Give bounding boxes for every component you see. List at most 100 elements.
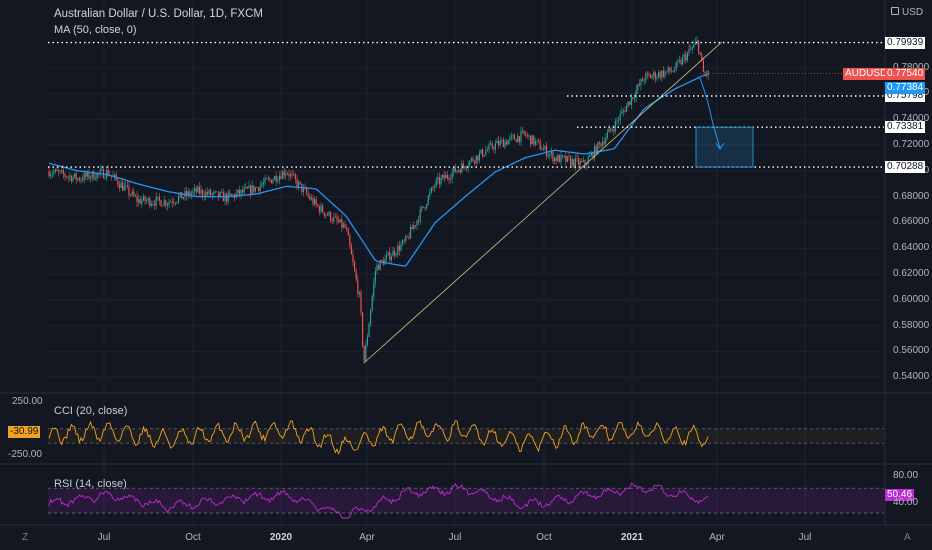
candle-body	[538, 140, 540, 142]
candle-body	[485, 150, 487, 156]
candle-body	[312, 197, 314, 205]
rsi-legend[interactable]: RSI (14, close)	[54, 478, 127, 490]
candle-body	[453, 167, 455, 173]
auto-scale-button[interactable]: A	[904, 532, 911, 543]
candle-body	[170, 201, 172, 203]
candle-body	[522, 130, 524, 132]
candle-body	[582, 160, 584, 162]
candle-body	[429, 192, 431, 197]
candle-body	[430, 187, 432, 193]
time-tick: Jul	[448, 532, 462, 543]
candle-body	[635, 89, 637, 98]
candle-body	[389, 252, 391, 261]
candle-body	[392, 250, 394, 257]
candle-body	[285, 173, 287, 176]
candle-body	[381, 260, 383, 262]
candle-body	[368, 323, 370, 337]
candle-body	[194, 188, 196, 192]
candle-body	[293, 174, 295, 176]
candle-body	[600, 143, 602, 147]
candle-body	[77, 178, 79, 180]
arrow-head	[715, 142, 725, 150]
candle-body	[587, 157, 589, 165]
candle-body	[88, 171, 90, 179]
candle-body	[187, 191, 189, 196]
candle-body	[126, 185, 128, 187]
candle-body	[96, 173, 98, 180]
candle-body	[299, 181, 301, 184]
candle-body	[664, 71, 666, 77]
candle-body	[125, 185, 127, 187]
candle-body	[509, 137, 511, 141]
candle-body	[283, 171, 285, 176]
candle-body	[192, 191, 194, 194]
price-tick: 0.78000	[893, 62, 929, 73]
candle-body	[152, 203, 154, 205]
candle-body	[202, 189, 204, 196]
candle-body	[450, 178, 452, 180]
trendline[interactable]	[363, 41, 723, 364]
candle-body	[272, 179, 274, 184]
cci-legend[interactable]: CCI (20, close)	[54, 405, 128, 417]
candle-body	[53, 171, 55, 174]
candle-body	[131, 191, 133, 196]
candle-body	[246, 187, 248, 189]
timezone-button[interactable]: Z	[22, 532, 29, 543]
ma-line[interactable]	[48, 74, 707, 267]
candle-body	[120, 182, 122, 188]
candle-body	[514, 135, 516, 140]
candle-body	[216, 191, 218, 193]
currency-label[interactable]: USD	[891, 7, 923, 18]
candle-body	[344, 224, 346, 228]
candle-body	[138, 199, 140, 203]
candle-body	[610, 128, 612, 131]
candle-body	[581, 161, 583, 162]
candle-body	[570, 157, 572, 166]
candle-body	[627, 101, 629, 106]
candle-body	[482, 149, 484, 157]
candle-body	[334, 216, 336, 218]
candle-body	[282, 171, 284, 179]
candle-body	[493, 147, 495, 150]
candle-body	[157, 196, 159, 198]
rsi-tick-upper: 80.00	[893, 470, 919, 481]
candle-body	[162, 205, 164, 207]
candle-body	[426, 204, 428, 209]
projection-box[interactable]	[695, 126, 754, 168]
candle-body	[339, 219, 341, 223]
candle-body	[672, 71, 674, 73]
candle-body	[542, 148, 544, 151]
cci-line[interactable]	[48, 420, 709, 455]
candle-body	[141, 200, 143, 204]
rsi-value-badge: 50.46	[885, 489, 915, 501]
candle-body	[267, 178, 269, 180]
rsi-line[interactable]	[48, 482, 709, 519]
candle-body	[566, 156, 568, 162]
candle-body	[101, 169, 103, 170]
cci-band	[48, 428, 884, 444]
candle-body	[363, 345, 365, 362]
candle-body	[597, 142, 599, 154]
candle-body	[680, 60, 682, 65]
candle-body	[358, 292, 360, 294]
candle-body	[262, 182, 264, 185]
candle-body	[373, 282, 375, 297]
ma-legend[interactable]: MA (50, close, 0)	[54, 24, 137, 36]
candle-body	[653, 72, 655, 76]
candle-body	[123, 185, 125, 191]
candle-body	[336, 216, 338, 221]
candle-body	[362, 312, 364, 346]
candle-body	[539, 141, 541, 150]
candle-body	[563, 156, 565, 157]
projection-arrow[interactable]	[699, 77, 721, 149]
candle-body	[506, 141, 508, 145]
candle-body	[658, 72, 660, 77]
time-tick: Apr	[709, 532, 725, 543]
candle-body	[307, 193, 309, 196]
candle-body	[578, 158, 580, 165]
candle-body	[632, 97, 634, 99]
candle-body	[99, 169, 101, 174]
candle-body	[638, 84, 640, 86]
candle-body	[114, 174, 116, 176]
